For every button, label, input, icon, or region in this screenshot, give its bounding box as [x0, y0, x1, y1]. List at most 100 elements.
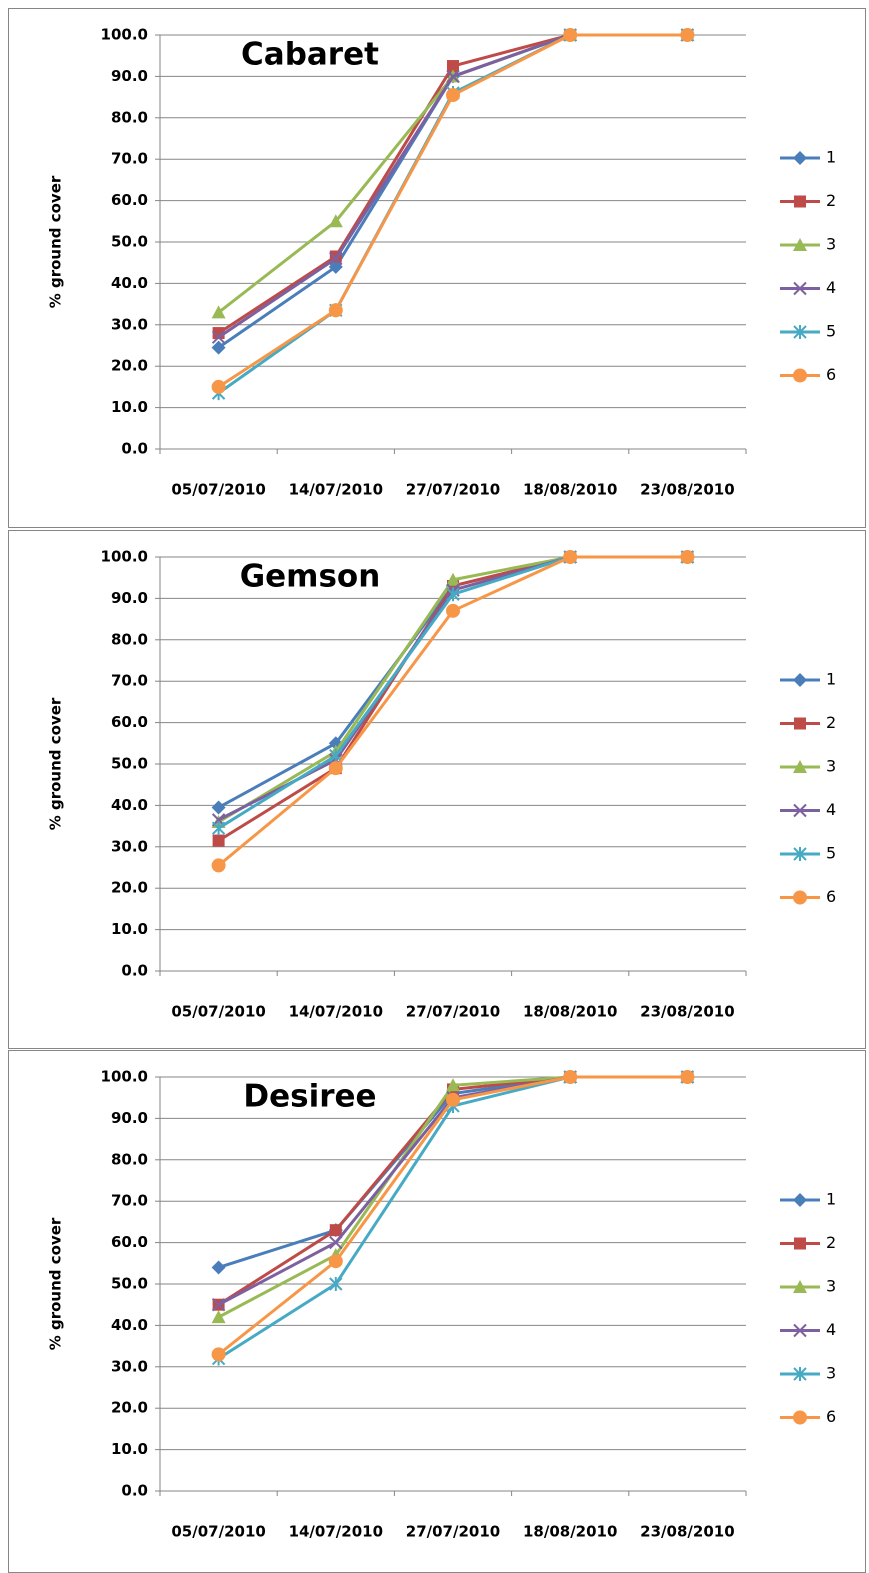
legend-label: 1	[826, 148, 836, 167]
x-tick-label: 05/07/2010	[171, 481, 265, 499]
y-tick-label: 40.0	[111, 796, 148, 814]
legend-label: 6	[826, 365, 836, 384]
marker	[793, 760, 807, 773]
marker	[793, 847, 807, 861]
marker	[563, 550, 578, 564]
legend-label: 5	[826, 322, 836, 341]
legend-label: 3	[826, 1364, 836, 1383]
marker	[329, 748, 343, 763]
x-tick-label: 14/07/2010	[289, 1523, 383, 1541]
marker	[446, 88, 460, 103]
marker	[328, 761, 343, 776]
x-tick-label: 14/07/2010	[289, 481, 383, 499]
y-tick-label: 20.0	[111, 879, 148, 897]
x-tick-label: 23/08/2010	[640, 481, 734, 499]
y-tick-label: 10.0	[111, 920, 148, 938]
marker	[212, 834, 225, 847]
chart-title: Desiree	[243, 1079, 376, 1115]
marker	[329, 1224, 342, 1237]
marker	[793, 281, 807, 296]
y-tick-label: 30.0	[111, 315, 148, 333]
y-tick-label: 50.0	[111, 233, 148, 251]
y-tick-label: 40.0	[111, 274, 148, 292]
marker	[211, 1310, 226, 1324]
marker	[446, 572, 460, 586]
y-tick-label: 0.0	[121, 962, 148, 980]
y-tick-label: 40.0	[111, 1316, 148, 1334]
marker	[211, 1260, 226, 1275]
y-tick-label: 90.0	[111, 589, 148, 607]
marker	[446, 603, 460, 618]
marker	[211, 305, 226, 319]
chart-panel: 0.0 10.0 20.0 30.0 40.0 50.0 60.0 70.0 80.0 90.0 1…	[8, 1050, 866, 1573]
legend-label: 4	[826, 278, 836, 297]
y-tick-label: 90.0	[111, 67, 148, 85]
marker	[446, 69, 460, 84]
marker	[793, 1367, 807, 1381]
x-tick-label: 27/07/2010	[406, 1003, 500, 1021]
y-tick-label: 80.0	[111, 1150, 148, 1168]
y-tick-label: 70.0	[111, 150, 148, 168]
marker	[680, 550, 695, 564]
marker	[793, 238, 807, 251]
marker	[793, 1280, 807, 1293]
chart-title: Cabaret	[241, 37, 379, 73]
y-tick-label: 10.0	[111, 1440, 148, 1458]
y-tick-label: 100.0	[101, 548, 148, 566]
marker	[211, 1347, 226, 1362]
x-tick-label: 18/08/2010	[523, 481, 617, 499]
y-tick-label: 90.0	[111, 1109, 148, 1127]
y-tick-label: 20.0	[111, 357, 148, 375]
marker	[680, 28, 695, 42]
marker	[793, 368, 807, 383]
y-tick-label: 50.0	[111, 755, 148, 773]
marker	[563, 1070, 578, 1084]
marker	[211, 800, 226, 815]
marker	[211, 330, 226, 344]
y-tick-label: 70.0	[111, 1192, 148, 1210]
legend-label: 6	[826, 887, 836, 906]
marker	[329, 1277, 343, 1291]
marker	[793, 325, 807, 339]
y-tick-label: 10.0	[111, 398, 148, 416]
marker	[793, 803, 807, 818]
x-tick-label: 23/08/2010	[640, 1003, 734, 1021]
y-tick-label: 30.0	[111, 1357, 148, 1375]
panel-border	[8, 1050, 866, 1573]
marker	[446, 1078, 460, 1092]
marker	[328, 1254, 343, 1269]
marker	[211, 821, 226, 836]
y-tick-label: 20.0	[111, 1399, 148, 1417]
marker	[328, 214, 343, 228]
legend-label: 3	[826, 1277, 836, 1296]
marker	[211, 1297, 226, 1312]
y-tick-label: 0.0	[121, 1482, 148, 1500]
y-axis-label: % ground cover	[47, 697, 65, 830]
y-tick-label: 60.0	[111, 1233, 148, 1251]
x-tick-label: 05/07/2010	[171, 1523, 265, 1541]
legend-label: 4	[826, 800, 836, 819]
marker	[211, 379, 226, 394]
x-tick-label: 05/07/2010	[171, 1003, 265, 1021]
marker	[329, 251, 343, 266]
y-tick-label: 60.0	[111, 191, 148, 209]
marker	[447, 60, 459, 73]
marker	[794, 717, 806, 730]
marker	[563, 28, 578, 42]
marker	[794, 195, 806, 208]
marker	[328, 303, 343, 318]
x-tick-label: 14/07/2010	[289, 1003, 383, 1021]
marker	[446, 1092, 460, 1107]
marker	[793, 151, 807, 165]
chart-panel: 0.0 10.0 20.0 30.0 40.0 50.0 60.0 70.0 80.0 90.0 1…	[8, 8, 866, 528]
legend-label: 3	[826, 235, 836, 254]
legend-label: 1	[826, 670, 836, 689]
legend-label: 2	[826, 713, 836, 732]
y-tick-label: 30.0	[111, 837, 148, 855]
x-tick-label: 18/08/2010	[523, 1003, 617, 1021]
legend-label: 2	[826, 191, 836, 210]
legend-label: 5	[826, 844, 836, 863]
y-axis-label: % ground cover	[47, 1217, 65, 1350]
y-tick-label: 60.0	[111, 713, 148, 731]
